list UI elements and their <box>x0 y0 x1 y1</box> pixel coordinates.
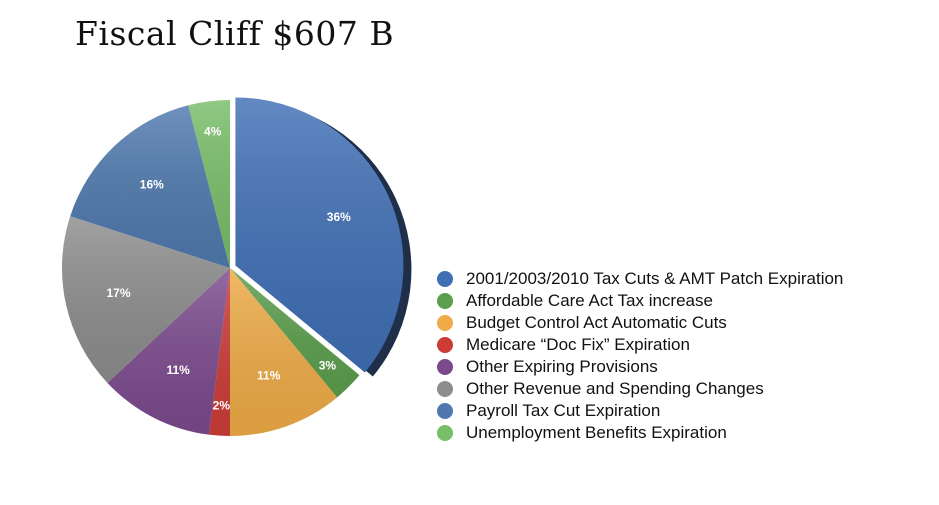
slice-label: 36% <box>327 210 351 224</box>
slice-shading <box>230 268 360 398</box>
slice-label: 4% <box>204 124 222 138</box>
slice-label: 11% <box>166 363 190 377</box>
legend-item: Medicare “Doc Fix” Expiration <box>437 334 843 356</box>
slice-label: 2% <box>213 398 231 412</box>
legend-label: Affordable Care Act Tax increase <box>466 291 713 310</box>
legend-item: Other Revenue and Spending Changes <box>437 378 843 400</box>
slice-label: 11% <box>257 368 281 382</box>
legend-label: 2001/2003/2010 Tax Cuts & AMT Patch Expi… <box>466 269 844 288</box>
legend-item: Payroll Tax Cut Expiration <box>437 400 843 422</box>
slice-label: 17% <box>106 286 130 300</box>
chart-title: Fiscal Cliff $607 B <box>75 14 395 53</box>
legend-item: Unemployment Benefits Expiration <box>437 422 843 444</box>
legend-swatch <box>437 381 453 397</box>
legend-item: 2001/2003/2010 Tax Cuts & AMT Patch Expi… <box>437 268 843 290</box>
slice-shading <box>107 268 230 435</box>
legend-swatch <box>437 403 453 419</box>
legend: 2001/2003/2010 Tax Cuts & AMT Patch Expi… <box>437 268 843 444</box>
slice-shading <box>208 268 230 437</box>
slice-shading <box>62 216 231 384</box>
slice-label: 16% <box>140 178 164 192</box>
legend-swatch <box>437 271 453 287</box>
legend-label: Payroll Tax Cut Expiration <box>466 401 661 420</box>
legend-swatch <box>437 337 453 353</box>
legend-swatch <box>437 359 453 375</box>
slice-shading <box>188 100 230 268</box>
legend-label: Budget Control Act Automatic Cuts <box>466 313 727 332</box>
legend-swatch <box>437 293 453 309</box>
legend-label: Medicare “Doc Fix” Expiration <box>466 335 690 354</box>
slice-shading <box>70 105 230 268</box>
slice-label: 3% <box>319 358 337 372</box>
legend-swatch <box>437 315 453 331</box>
slice-shading <box>235 97 404 373</box>
legend-item: Affordable Care Act Tax increase <box>437 290 843 312</box>
legend-swatch <box>437 425 453 441</box>
legend-item: Other Expiring Provisions <box>437 356 843 378</box>
slice-shading <box>230 268 338 436</box>
legend-label: Other Revenue and Spending Changes <box>466 379 764 398</box>
legend-item: Budget Control Act Automatic Cuts <box>437 312 843 334</box>
legend-label: Other Expiring Provisions <box>466 357 658 376</box>
legend-label: Unemployment Benefits Expiration <box>466 423 727 442</box>
